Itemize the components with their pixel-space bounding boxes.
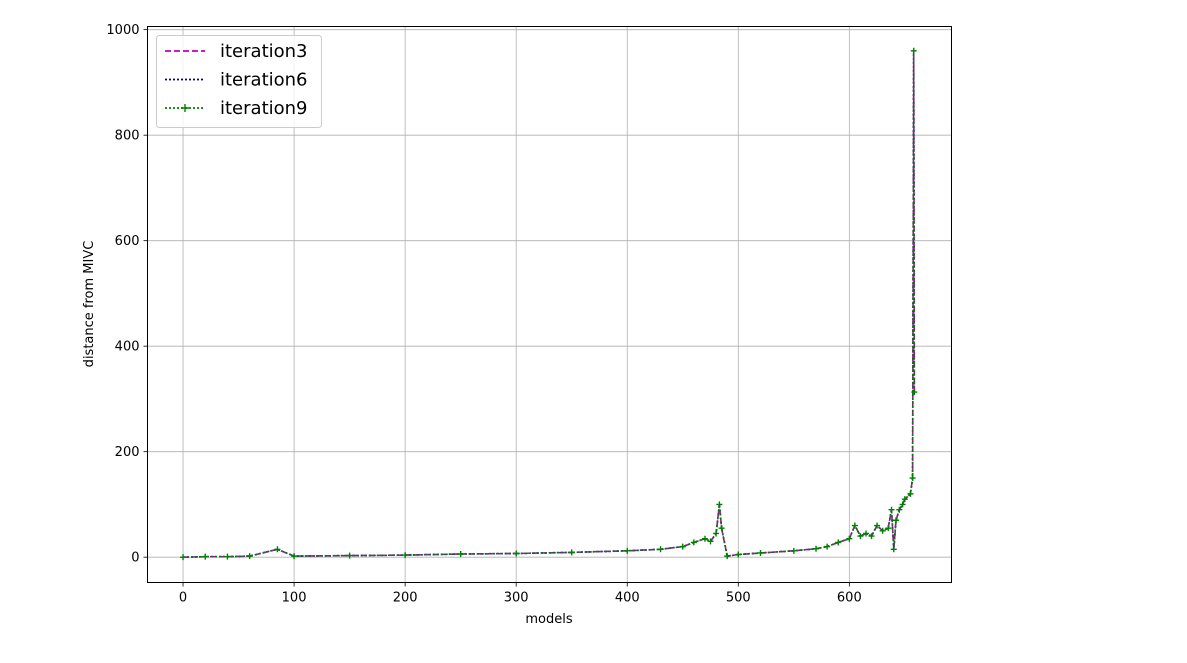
- x-tick-label: 100: [282, 591, 307, 606]
- data-point: [757, 549, 764, 556]
- data-point: [246, 553, 253, 560]
- data-point: [857, 533, 864, 540]
- x-tick-label: 0: [179, 591, 187, 606]
- y-tick-label: 1000: [106, 23, 139, 38]
- data-point: [885, 525, 892, 532]
- data-point: [868, 533, 875, 540]
- plot-frame: [147, 26, 952, 583]
- data-point: [862, 530, 869, 537]
- y-tick-label: 0: [131, 551, 139, 566]
- data-point: [846, 535, 853, 542]
- data-point: [888, 506, 895, 513]
- data-point: [909, 475, 916, 482]
- data-point: [224, 553, 231, 560]
- legend-label-iteration9: iteration9: [220, 98, 308, 119]
- data-point: [835, 539, 842, 546]
- legend-label-iteration6: iteration6: [220, 70, 308, 91]
- data-point: [624, 547, 631, 554]
- data-point: [718, 525, 725, 532]
- data-point: [402, 552, 409, 559]
- data-point: [457, 551, 464, 558]
- data-point: [910, 47, 917, 54]
- data-point: [657, 546, 664, 553]
- data-point: [890, 546, 897, 553]
- legend-marker: [181, 104, 189, 112]
- y-ticks: 0 200 400 600 800 1000: [106, 23, 148, 566]
- grid-lines: [147, 26, 952, 583]
- y-tick-label: 200: [115, 445, 140, 460]
- data-point: [911, 389, 918, 396]
- legend: iteration3 iteration6 iteration9: [156, 35, 322, 128]
- data-point: [874, 522, 881, 529]
- x-tick-label: 200: [393, 591, 418, 606]
- data-point: [291, 553, 298, 560]
- legend-label-iteration3: iteration3: [220, 41, 308, 62]
- data-point: [899, 501, 906, 508]
- data-point: [879, 527, 886, 534]
- x-ticks: 0 100 200 300 400 500 600: [179, 582, 862, 606]
- x-tick-label: 600: [837, 591, 862, 606]
- y-tick-label: 600: [115, 234, 140, 249]
- legend-frame: [156, 35, 322, 128]
- data-point: [713, 530, 720, 537]
- data-point: [701, 535, 708, 542]
- x-tick-label: 300: [504, 591, 529, 606]
- y-tick-label: 800: [115, 129, 140, 144]
- data-point: [896, 506, 903, 513]
- data-point: [346, 552, 353, 559]
- data-point: [735, 551, 742, 558]
- data-point: [274, 546, 281, 553]
- data-point: [790, 547, 797, 554]
- data-point: [724, 553, 731, 560]
- data-point: [892, 517, 899, 524]
- data-point: [202, 553, 209, 560]
- data-point: [690, 539, 697, 546]
- data-point: [907, 490, 914, 497]
- x-tick-label: 500: [726, 591, 751, 606]
- data-point: [824, 543, 831, 550]
- data-point: [901, 496, 908, 503]
- data-point: [813, 545, 820, 552]
- data-point: [679, 543, 686, 550]
- data-point: [513, 550, 520, 557]
- data-point: [716, 501, 723, 508]
- data-point: [568, 549, 575, 556]
- data-point: [707, 538, 714, 545]
- y-axis-label: distance from MIVC: [82, 241, 97, 368]
- plot-area: [180, 47, 918, 561]
- x-axis-label: models: [525, 612, 572, 627]
- y-tick-label: 400: [115, 340, 140, 355]
- data-point: [180, 554, 187, 561]
- data-point: [851, 522, 858, 529]
- x-tick-label: 400: [615, 591, 640, 606]
